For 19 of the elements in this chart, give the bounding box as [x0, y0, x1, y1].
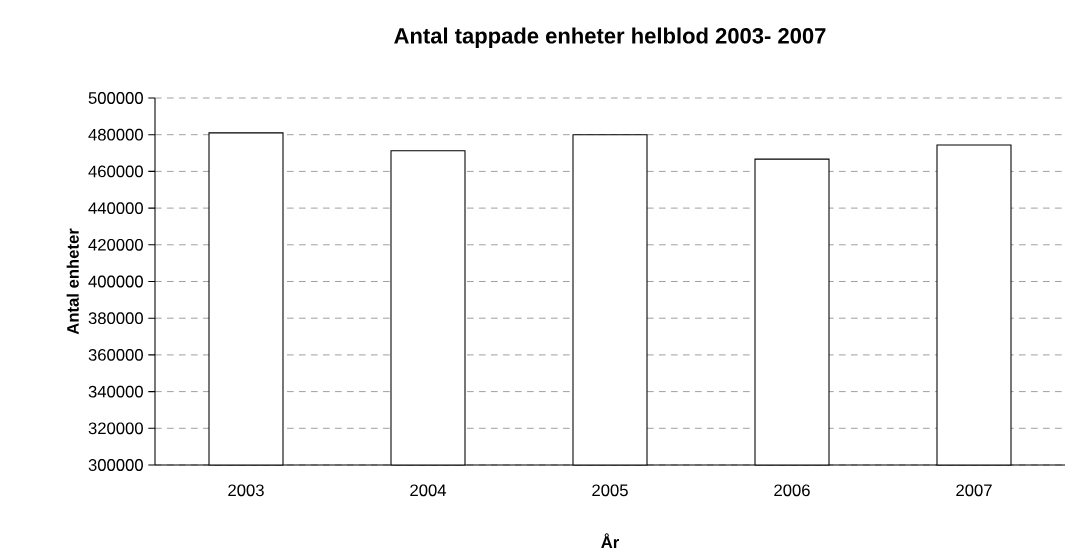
y-tick-label: 440000 — [88, 202, 143, 214]
y-tick-label: 300000 — [88, 459, 143, 471]
x-axis-title: År — [601, 533, 619, 549]
x-tick-label: 2004 — [410, 484, 447, 497]
y-tick-label: 420000 — [88, 238, 143, 251]
y-axis-title: Antal enheter — [66, 228, 79, 335]
y-tick-label: 500000 — [88, 92, 143, 104]
x-tick-label: 2005 — [592, 484, 628, 497]
x-tick-label: 2007 — [956, 484, 992, 497]
chart-title: Antal tappade enheter helblod 2003- 2007 — [394, 27, 826, 48]
y-tick-label: 340000 — [88, 385, 143, 398]
y-tick-label: 320000 — [88, 422, 143, 435]
y-tick-label: 480000 — [88, 128, 143, 141]
y-tick-label: 460000 — [88, 165, 143, 178]
x-tick-label: 2003 — [228, 484, 264, 497]
y-tick-label: 380000 — [88, 312, 143, 325]
y-tick-label: 400000 — [88, 275, 143, 288]
x-tick-label: 2006 — [774, 484, 810, 497]
y-tick-label: 360000 — [88, 349, 143, 361]
